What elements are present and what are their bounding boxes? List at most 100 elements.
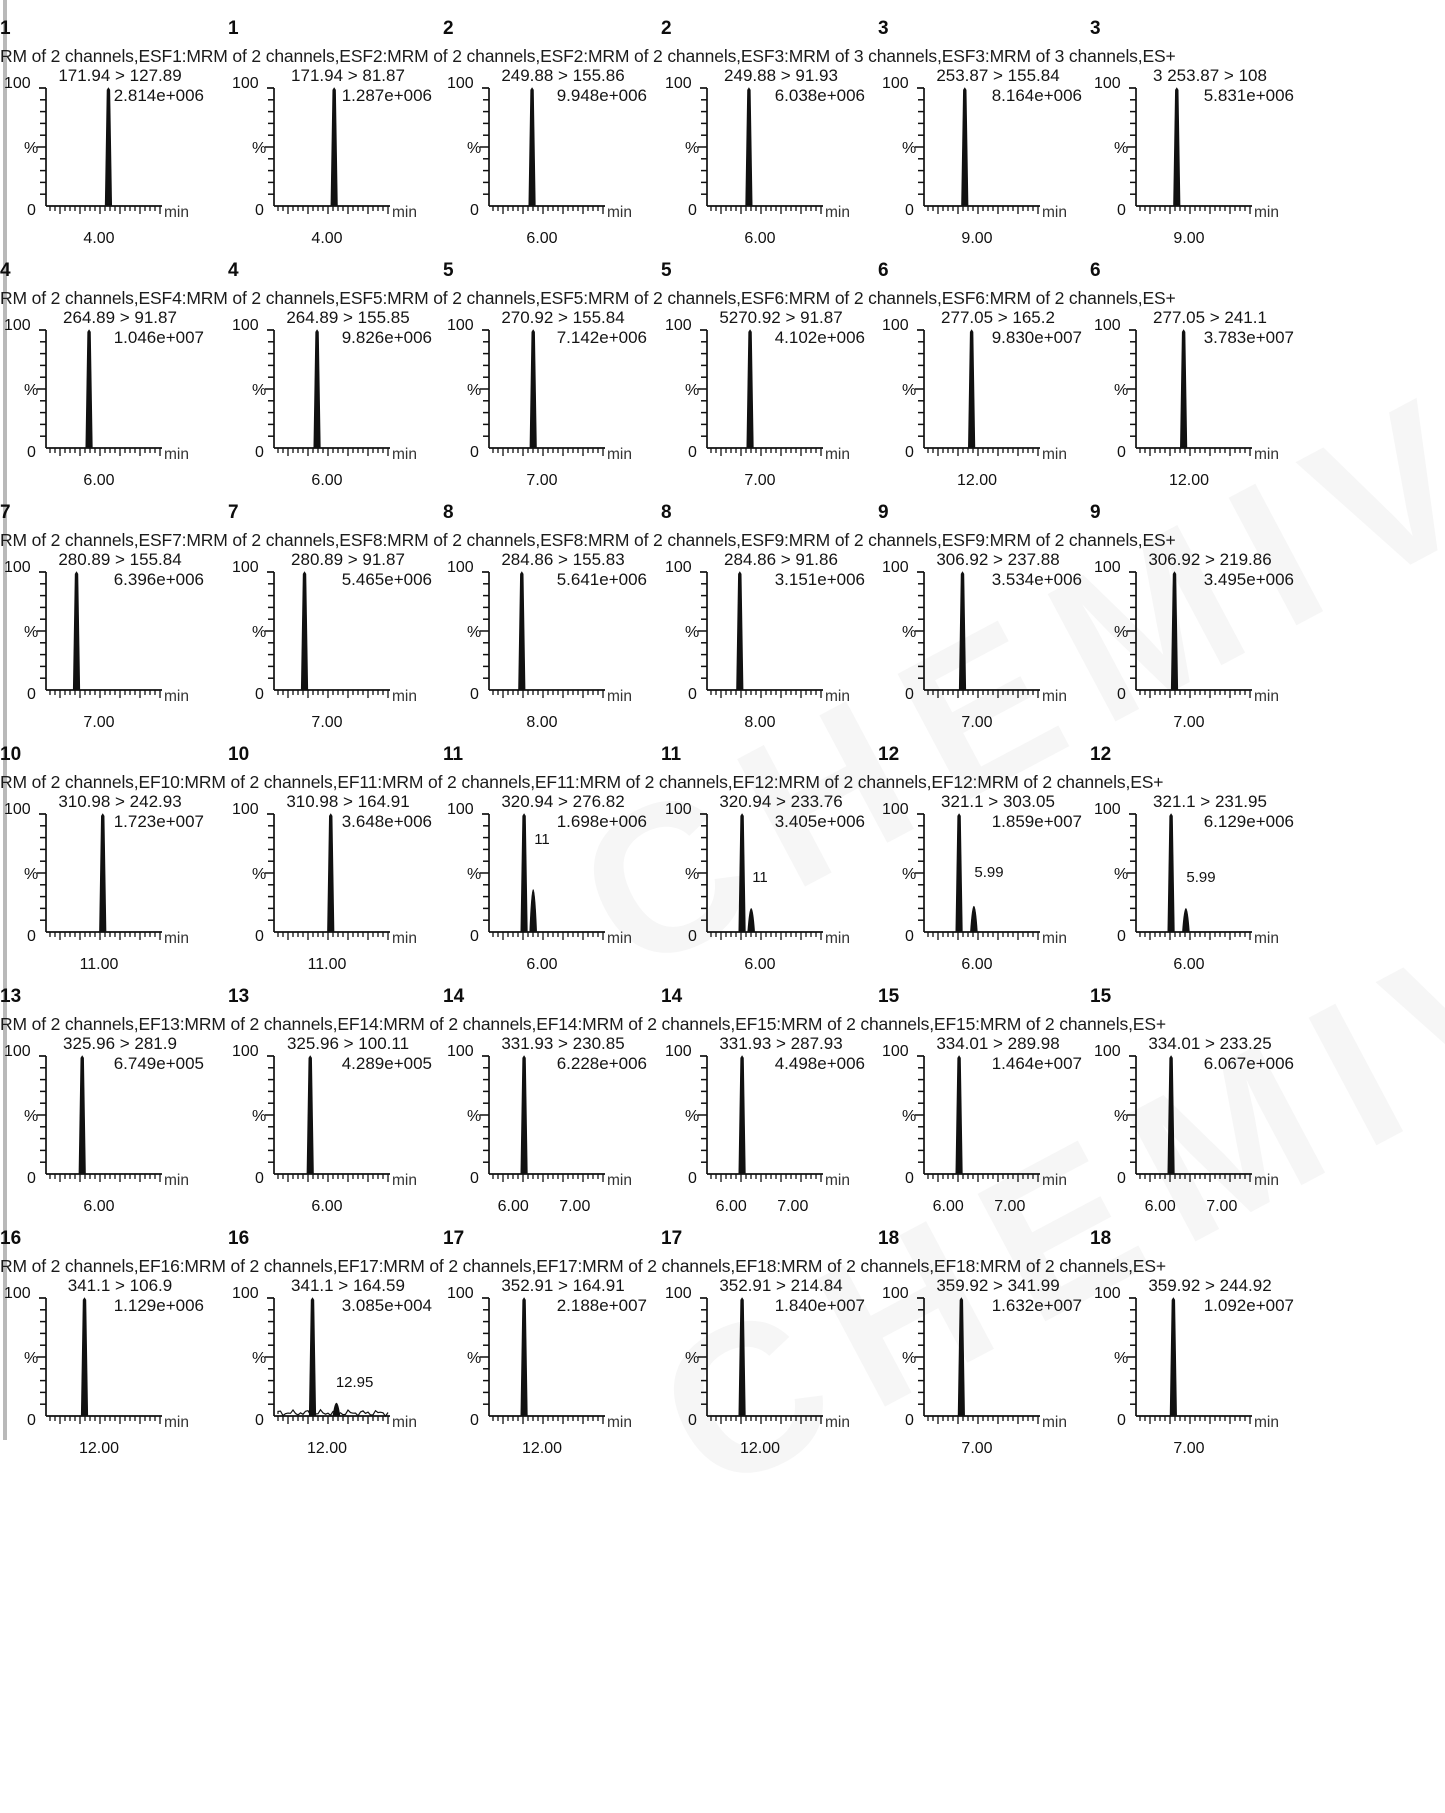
mrm-transition-label: 270.92 > 155.84	[501, 308, 625, 327]
chromatogram-panel[interactable]: 17 352.91 > 164.91 2.188e+007 100% 0 min 12.00	[443, 1228, 650, 1470]
row-channel-ribbon: RM of 2 channels,EF16:MRM of 2 channels,…	[0, 1256, 1166, 1276]
chromatogram-panel[interactable]: 2 249.88 > 91.93 6.038e+006 100% 0 min 6.00	[661, 18, 868, 260]
chromatogram-panel[interactable]: 1 171.94 > 127.89 2.814e+006 100% 0 min 4.00	[0, 18, 207, 260]
chromatogram-panel[interactable]: 8 284.86 > 155.83 5.641e+006 100% 0 min 8.00	[443, 502, 650, 744]
x-axis-tick-label: 11.00	[79, 956, 119, 973]
plot-axes: 100% 0 min 6.00 5.99	[882, 801, 1082, 973]
mrm-transition-label: 359.92 > 244.92	[1148, 1276, 1272, 1295]
mrm-transition-label: 280.89 > 155.84	[58, 550, 182, 569]
chromatogram-panel[interactable]: 13 325.96 > 281.9 6.749e+005 100% 0 min 6.00	[0, 986, 207, 1228]
panel-index-label: 2	[443, 18, 454, 39]
chromatogram-panel[interactable]: 9 306.92 > 219.86 3.495e+006 100% 0 min 7.00	[1090, 502, 1297, 744]
chromatogram-panel[interactable]: 5 270.92 > 155.84 7.142e+006 100% 0 min 7.00	[443, 260, 650, 502]
y-axis-max-label: 100	[447, 75, 474, 92]
y-axis-percent-label: %	[685, 1108, 700, 1125]
y-axis-max-label: 100	[665, 75, 692, 92]
x-axis-unit-label: min	[1042, 1172, 1067, 1189]
panel-index-label: 9	[878, 502, 889, 523]
y-axis-percent-label: %	[902, 140, 917, 157]
chromatogram-panel[interactable]: 7 280.89 > 155.84 6.396e+006 100% 0 min 7.00	[0, 502, 207, 744]
chromatogram-panel[interactable]: 4 264.89 > 155.85 9.826e+006 100% 0 min 6.00	[228, 260, 435, 502]
chromatogram-panel[interactable]: 1 171.94 > 81.87 1.287e+006 100% 0 min 4.00	[228, 18, 435, 260]
chromatogram-panel[interactable]: 15 334.01 > 289.98 1.464e+007 100% 0 min 6.00 …	[878, 986, 1085, 1228]
row-channel-ribbon: RM of 2 channels,ESF4:MRM of 2 channels,…	[0, 288, 1176, 308]
chromatogram-panel[interactable]: 2 249.88 > 155.86 9.948e+006 100% 0 min 6.00	[443, 18, 650, 260]
chromatogram-panel[interactable]: 3 253.87 > 155.84 8.164e+006 100% 0 min 9.00	[878, 18, 1085, 260]
mrm-transition-label: 325.96 > 100.11	[286, 1034, 410, 1053]
y-axis-percent-label: %	[1114, 866, 1129, 883]
x-axis-tick-label: 6.00	[744, 230, 776, 247]
chromatogram-panel[interactable]: 3 3 253.87 > 108 5.831e+006 100% 0 min 9.00	[1090, 18, 1297, 260]
y-axis-zero-label: 0	[688, 202, 697, 219]
x-axis-unit-label: min	[607, 930, 632, 947]
intensity-label: 1.859e+007	[991, 812, 1082, 831]
panel-index-label: 4	[0, 260, 11, 281]
x-axis-unit-label: min	[392, 204, 417, 221]
y-axis-percent-label: %	[902, 1108, 917, 1125]
x-axis-unit-label: min	[607, 204, 632, 221]
plot-axes: 100% 0 min 7.00	[447, 317, 647, 489]
x-axis-unit-label: min	[164, 1172, 189, 1189]
chromatogram-panel[interactable]: 18 359.92 > 341.99 1.632e+007 100% 0 min 7.00	[878, 1228, 1085, 1470]
intensity-label: 7.142e+006	[556, 328, 647, 347]
x-axis-tick-label: 6.00	[744, 956, 776, 973]
plot-axes: 100% 0 min 7.00	[665, 317, 865, 489]
y-axis-percent-label: %	[252, 1108, 267, 1125]
intensity-label: 9.826e+006	[341, 328, 432, 347]
chromatogram-panel[interactable]: 10 310.98 > 242.93 1.723e+007 100% 0 min 11.00	[0, 744, 207, 986]
x-axis-unit-label: min	[164, 1414, 189, 1431]
x-axis-unit-label: min	[1042, 204, 1067, 221]
y-axis-max-label: 100	[232, 1285, 259, 1302]
chromatogram-panel[interactable]: 12 321.1 > 231.95 6.129e+006 100% 0 min 6.00 5.…	[1090, 744, 1297, 986]
chromatogram-panel[interactable]: 7 280.89 > 91.87 5.465e+006 100% 0 min 7.00	[228, 502, 435, 744]
chromatogram-panel[interactable]: 4 264.89 > 91.87 1.046e+007 100% 0 min 6.00	[0, 260, 207, 502]
chromatogram-panel[interactable]: 14 331.93 > 230.85 6.228e+006 100% 0 min 6.00 …	[443, 986, 650, 1228]
y-axis-percent-label: %	[24, 382, 39, 399]
x-axis-unit-label: min	[1042, 446, 1067, 463]
chromatogram-panel[interactable]: 16 341.1 > 106.9 1.129e+006 100% 0 min 12.00	[0, 1228, 207, 1470]
chromatogram-panel[interactable]: 5 5270.92 > 91.87 4.102e+006 100% 0 min 7.00	[661, 260, 868, 502]
y-axis-percent-label: %	[252, 382, 267, 399]
y-axis-percent-label: %	[467, 1108, 482, 1125]
chromatogram-panel[interactable]: 6 277.05 > 165.2 9.830e+007 100% 0 min 12.00	[878, 260, 1085, 502]
x-axis-unit-label: min	[164, 204, 189, 221]
plot-axes: 100% 0 min 6.00	[447, 75, 647, 247]
panel-index-label: 1	[0, 18, 11, 39]
y-axis-max-label: 100	[665, 801, 692, 818]
x-axis-tick-label: 6.00 7.00	[715, 1198, 809, 1215]
chromatogram-panel[interactable]: 6 277.05 > 241.1 3.783e+007 100% 0 min 12.00	[1090, 260, 1297, 502]
chromatogram-panel[interactable]: 11 320.94 > 276.82 1.698e+006 100% 0 min 6.00 1…	[443, 744, 650, 986]
chromatogram-panel[interactable]: 16 341.1 > 164.59 3.085e+004 100% 0 min 12.00 1…	[228, 1228, 435, 1470]
chromatogram-panel[interactable]: 17 352.91 > 214.84 1.840e+007 100% 0 min 12.00	[661, 1228, 868, 1470]
y-axis-percent-label: %	[24, 140, 39, 157]
y-axis-zero-label: 0	[27, 1170, 36, 1187]
panel-index-label: 12	[878, 744, 900, 765]
plot-axes: 100% 0 min 12.00	[1094, 317, 1294, 489]
plot-axes: 100% 0 min 6.00 7.00	[1094, 1043, 1294, 1215]
plot-axes: 100% 0 min 7.00	[1094, 559, 1294, 731]
chromatogram-panel[interactable]: 11 320.94 > 233.76 3.405e+006 100% 0 min 6.00 1…	[661, 744, 868, 986]
chromatogram-panel[interactable]: 9 306.92 > 237.88 3.534e+006 100% 0 min 7.00	[878, 502, 1085, 744]
chromatogram-panel[interactable]: 12 321.1 > 303.05 1.859e+007 100% 0 min 6.00 5.…	[878, 744, 1085, 986]
panel-index-label: 8	[443, 502, 454, 523]
plot-axes: 100% 0 min 8.00	[665, 559, 865, 731]
chromatogram-panel[interactable]: 8 284.86 > 91.86 3.151e+006 100% 0 min 8.00	[661, 502, 868, 744]
y-axis-zero-label: 0	[688, 444, 697, 461]
intensity-label: 1.698e+006	[556, 812, 647, 831]
mrm-transition-label: 284.86 > 91.86	[724, 550, 838, 569]
panel-index-label: 5	[443, 260, 454, 281]
mrm-transition-label: 310.98 > 242.93	[58, 792, 182, 811]
chromatogram-panel[interactable]: 13 325.96 > 100.11 4.289e+005 100% 0 min 6.00	[228, 986, 435, 1228]
panel-index-label: 9	[1090, 502, 1101, 523]
chromatogram-panel[interactable]: 10 310.98 > 164.91 3.648e+006 100% 0 min 11.00	[228, 744, 435, 986]
mrm-transition-label: 331.93 > 287.93	[719, 1034, 843, 1053]
panel-index-label: 11	[443, 744, 464, 765]
chromatogram-panel[interactable]: 14 331.93 > 287.93 4.498e+006 100% 0 min 6.00 …	[661, 986, 868, 1228]
chromatogram-panel[interactable]: 18 359.92 > 244.92 1.092e+007 100% 0 min 7.00	[1090, 1228, 1297, 1470]
plot-axes: 100% 0 min 12.00	[447, 1285, 647, 1457]
y-axis-zero-label: 0	[255, 444, 264, 461]
x-axis-unit-label: min	[392, 1414, 417, 1431]
y-axis-max-label: 100	[1094, 1043, 1121, 1060]
chromatogram-panel[interactable]: 15 334.01 > 233.25 6.067e+006 100% 0 min 6.00 …	[1090, 986, 1297, 1228]
x-axis-unit-label: min	[1254, 688, 1279, 705]
